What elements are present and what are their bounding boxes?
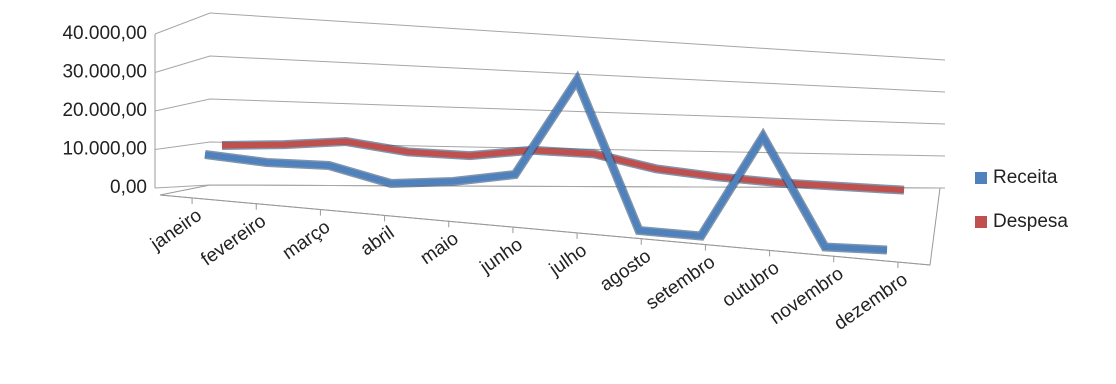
x-tick-label: outubro [718, 257, 783, 311]
legend-swatch [975, 216, 987, 228]
x-tick-label: setembro [642, 252, 719, 315]
x-tick-label: agosto [596, 246, 655, 296]
x-tick-label: junho [476, 234, 527, 278]
x-tick-label: março [279, 217, 334, 264]
grid-line [154, 55, 946, 93]
grid-line [154, 141, 946, 157]
line [204, 73, 888, 253]
floor [159, 184, 941, 266]
y-tick-label: 20.000,00 [62, 100, 147, 121]
x-tick-label: maio [417, 228, 463, 269]
x-tick-label: fevereiro [197, 211, 270, 271]
legend-label: Despesa [993, 211, 1068, 232]
x-tick-label: janeiro [146, 205, 206, 255]
y-tick-label: 30.000,00 [62, 62, 147, 83]
grid-line [154, 184, 946, 189]
y-tick-label: 10.000,00 [62, 139, 147, 160]
grid-line [154, 12, 946, 61]
y-tick-label: 0,00 [110, 177, 147, 198]
legend-swatch [975, 172, 987, 184]
grid-line [154, 98, 946, 125]
x-tick-label: julho [545, 240, 591, 281]
legend-label: Receita [993, 167, 1058, 188]
x-axis [159, 194, 931, 266]
y-tick-label: 40.000,00 [62, 23, 147, 44]
x-tick-label: abril [357, 222, 398, 260]
